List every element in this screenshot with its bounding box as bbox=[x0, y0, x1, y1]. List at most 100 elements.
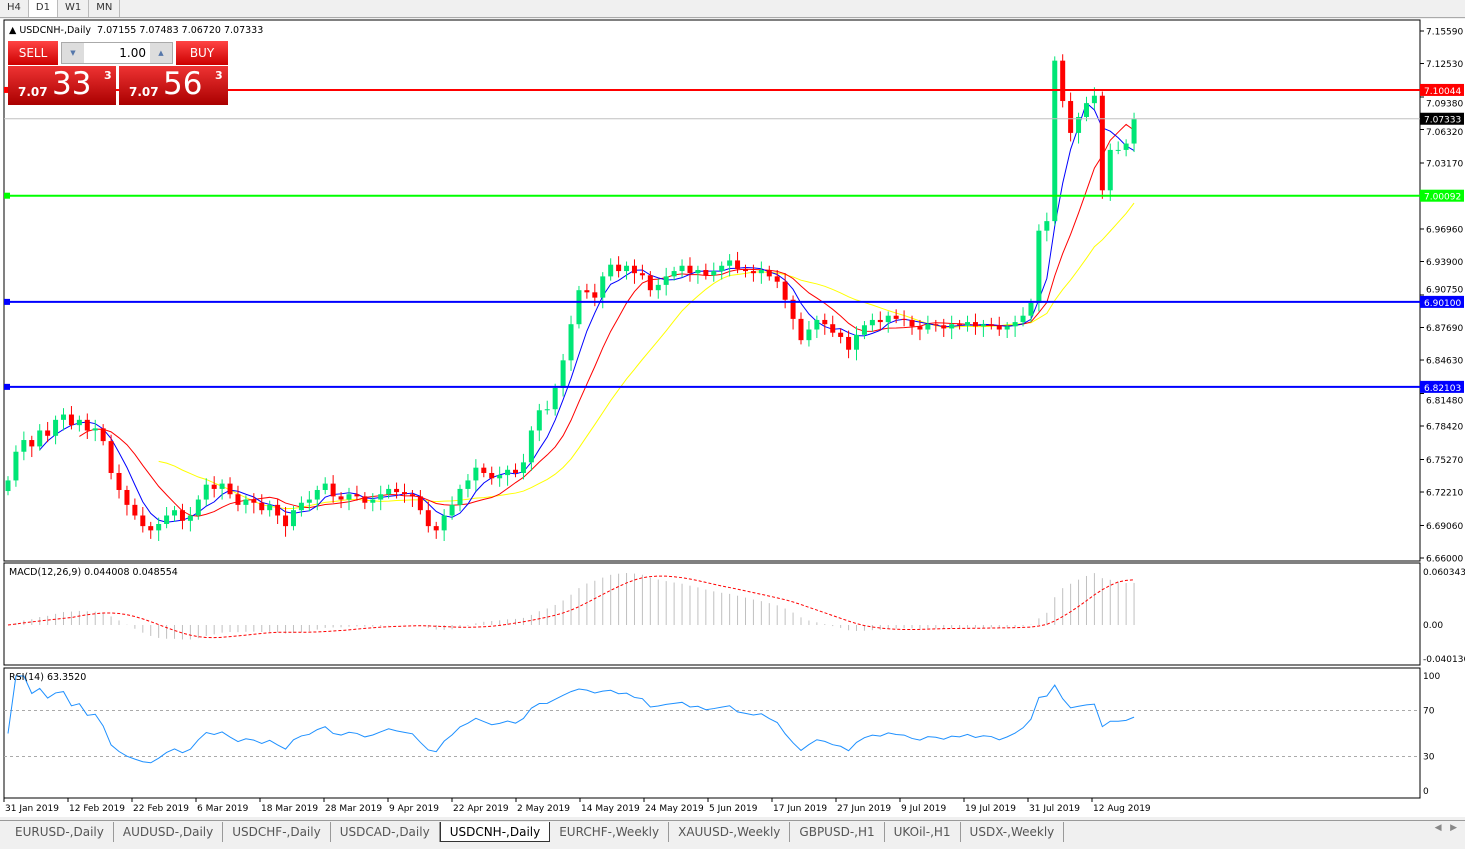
candle-body bbox=[536, 410, 542, 431]
candle-body bbox=[695, 270, 701, 274]
candle-body bbox=[1020, 315, 1026, 323]
tf-w1[interactable]: W1 bbox=[58, 0, 90, 17]
candle-body bbox=[370, 499, 376, 503]
candle-body bbox=[1004, 326, 1010, 330]
tab-gbpusd[interactable]: GBPUSD-,H1 bbox=[790, 822, 885, 842]
ohlc-values: 7.07155 7.07483 7.06720 7.07333 bbox=[97, 25, 264, 36]
candle-body bbox=[798, 318, 804, 341]
candle-body bbox=[1107, 149, 1113, 191]
date-axis-label: 31 Jul 2019 bbox=[1029, 804, 1080, 814]
date-axis-label: 12 Feb 2019 bbox=[69, 804, 125, 814]
candle-body bbox=[29, 440, 35, 447]
tab-audusd[interactable]: AUDUSD-,Daily bbox=[114, 822, 224, 842]
candle-body bbox=[552, 387, 558, 410]
candle-body bbox=[1068, 101, 1074, 133]
candle-body bbox=[314, 489, 320, 500]
candle-body bbox=[600, 276, 606, 298]
tab-usdcnh[interactable]: USDCNH-,Daily bbox=[439, 822, 551, 842]
tf-d1[interactable]: D1 bbox=[28, 0, 58, 17]
tab-usdchf[interactable]: USDCHF-,Daily bbox=[223, 822, 331, 842]
date-axis-label: 19 Jul 2019 bbox=[965, 804, 1016, 814]
candle-body bbox=[21, 440, 27, 452]
candle-body bbox=[624, 265, 630, 272]
candle-body bbox=[425, 510, 431, 527]
candle-body bbox=[449, 504, 455, 516]
candle-body bbox=[465, 480, 471, 489]
candle-body bbox=[481, 467, 487, 473]
lot-stepper[interactable]: ▼ 1.00 ▲ bbox=[61, 42, 173, 64]
buy-price[interactable]: 7.07 56 3 bbox=[119, 66, 228, 105]
candle-body bbox=[203, 484, 209, 500]
candle-body bbox=[671, 271, 677, 277]
rsi-axis-label: 70 bbox=[1423, 707, 1435, 717]
date-axis-label: 5 Jun 2019 bbox=[709, 804, 758, 814]
date-axis-label: 31 Jan 2019 bbox=[5, 804, 59, 814]
price-axis-label: 6.81480 bbox=[1426, 396, 1463, 406]
candle-body bbox=[322, 483, 328, 490]
level-price-label: 6.82103 bbox=[1424, 384, 1461, 394]
candle-body bbox=[409, 494, 415, 497]
candle-body bbox=[5, 480, 11, 492]
candle-body bbox=[187, 515, 193, 521]
candle-body bbox=[441, 515, 447, 531]
candle-body bbox=[1099, 95, 1105, 191]
tab-scroll-arrows-icon[interactable]: ◀ ▶ bbox=[1434, 823, 1457, 833]
candle-body bbox=[235, 494, 241, 505]
candle-body bbox=[219, 483, 225, 489]
candle-body bbox=[100, 428, 106, 442]
chart-canvas[interactable]: 7.15590 7.12530 7.09380 7.06320 7.03170 6.969… bbox=[0, 0, 1465, 814]
tf-mn[interactable]: MN bbox=[89, 0, 121, 17]
increase-lot-icon[interactable]: ▲ bbox=[150, 43, 172, 63]
tab-usdcad[interactable]: USDCAD-,Daily bbox=[331, 822, 440, 842]
candle-body bbox=[814, 319, 820, 330]
candle-body bbox=[84, 419, 90, 431]
tf-h4[interactable]: H4 bbox=[0, 0, 29, 17]
current-price-label: 7.07333 bbox=[1424, 116, 1461, 126]
rsi-line bbox=[7, 675, 1135, 764]
candle-body bbox=[782, 281, 788, 300]
candle-body bbox=[513, 469, 519, 473]
decrease-lot-icon[interactable]: ▼ bbox=[62, 43, 84, 63]
macd-axis-label: 0.060343 bbox=[1423, 568, 1465, 578]
candle-body bbox=[719, 265, 725, 272]
candle-body bbox=[869, 319, 875, 326]
tab-eurusd[interactable]: EURUSD-,Daily bbox=[6, 822, 114, 842]
candle-body bbox=[957, 324, 963, 326]
candle-body bbox=[61, 414, 67, 420]
candle-body bbox=[457, 488, 463, 505]
chart-tabs: EURUSD-,Daily AUDUSD-,Daily USDCHF-,Dail… bbox=[0, 820, 1465, 844]
lot-input[interactable]: 1.00 bbox=[119, 46, 146, 60]
tab-ukoil[interactable]: UKOil-,H1 bbox=[885, 822, 961, 842]
macd-axis-label: 0.00 bbox=[1423, 621, 1443, 631]
candle-body bbox=[338, 496, 344, 500]
candle-body bbox=[417, 496, 423, 511]
buy-button[interactable]: BUY bbox=[176, 41, 228, 65]
main-pane bbox=[3, 19, 1421, 562]
rsi-axis-label: 100 bbox=[1423, 672, 1440, 682]
sell-price[interactable]: 7.07 33 3 bbox=[8, 66, 116, 105]
level-price-badge bbox=[1420, 189, 1464, 202]
candle-body bbox=[267, 504, 273, 511]
candle-body bbox=[941, 325, 947, 329]
level-price-label: 6.90100 bbox=[1424, 299, 1461, 309]
candle-body bbox=[251, 499, 257, 503]
tab-usdx[interactable]: USDX-,Weekly bbox=[961, 822, 1065, 842]
candle-body bbox=[925, 324, 931, 330]
tab-xauusd[interactable]: XAUUSD-,Weekly bbox=[669, 822, 791, 842]
level-price-label: 7.10044 bbox=[1424, 87, 1461, 97]
candle-body bbox=[172, 510, 178, 516]
date-axis-label: 9 Apr 2019 bbox=[389, 804, 439, 814]
date-axis-label: 9 Jul 2019 bbox=[901, 804, 946, 814]
candle-body bbox=[544, 409, 550, 411]
price-axis-label: 6.96960 bbox=[1426, 225, 1463, 235]
tab-eurchf[interactable]: EURCHF-,Weekly bbox=[550, 822, 670, 842]
date-axis-label: 28 Mar 2019 bbox=[325, 804, 382, 814]
date-axis-label: 17 Jun 2019 bbox=[773, 804, 827, 814]
ma-slow-line bbox=[158, 202, 1135, 510]
candle-body bbox=[735, 260, 741, 269]
sell-button[interactable]: SELL bbox=[8, 41, 58, 65]
candle-body bbox=[996, 325, 1002, 330]
candle-body bbox=[53, 419, 59, 436]
date-axis-label: 22 Feb 2019 bbox=[133, 804, 189, 814]
chart-window[interactable]: 7.15590 7.12530 7.09380 7.06320 7.03170 6.969… bbox=[0, 19, 1465, 817]
